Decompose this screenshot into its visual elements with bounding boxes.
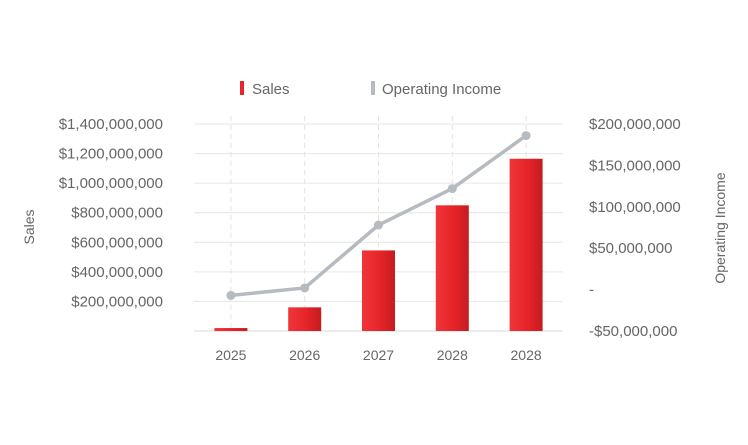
- left-tick-label: $600,000,000: [71, 234, 163, 251]
- right-tick-label: -: [589, 282, 594, 299]
- sales-bar: [214, 328, 248, 331]
- right-tick-label: $100,000,000: [589, 199, 681, 216]
- left-axis-label: Sales: [21, 209, 37, 244]
- right-tick-label: $150,000,000: [589, 157, 681, 174]
- operating-income-point: [447, 184, 457, 194]
- left-tick-label: $1,400,000,000: [59, 116, 163, 133]
- legend-swatch-sales: [240, 81, 244, 95]
- operating-income-point: [226, 290, 236, 300]
- left-tick-label: $800,000,000: [71, 205, 163, 222]
- right-axis-label: Operating Income: [712, 172, 728, 283]
- right-axis-ticks: -$50,000,000-$50,000,000$100,000,000$150…: [589, 116, 681, 340]
- left-tick-label: $400,000,000: [71, 264, 163, 281]
- legend-label-operating-income: Operating Income: [382, 81, 501, 98]
- x-tick-label: 2025: [215, 347, 246, 363]
- legend-swatch-operating-income: [371, 81, 375, 95]
- sales-bar: [509, 158, 543, 331]
- right-tick-label: -$50,000,000: [589, 323, 677, 340]
- operating-income-point: [521, 131, 531, 141]
- left-axis-ticks: $200,000,000 $400,000,000 $600,000,000 $800…: [59, 116, 163, 310]
- right-tick-label: $50,000,000: [589, 240, 672, 257]
- x-axis-ticks: 2025 2026 2027 2028 2028: [215, 347, 542, 363]
- legend-label-sales: Sales: [252, 81, 290, 98]
- legend: Sales Operating Income: [240, 81, 501, 98]
- x-tick-label: 2028: [511, 347, 542, 363]
- left-tick-label: $1,000,000,000: [59, 175, 163, 192]
- operating-income-point: [374, 220, 383, 230]
- grid: [194, 116, 563, 332]
- x-tick-label: 2026: [289, 347, 320, 363]
- right-tick-label: $200,000,000: [589, 116, 681, 133]
- sales-bar: [362, 250, 395, 331]
- left-tick-label: $200,000,000: [71, 293, 163, 310]
- sales-bars: [214, 158, 543, 331]
- x-tick-label: 2027: [363, 347, 394, 363]
- x-tick-label: 2028: [437, 347, 468, 363]
- sales-bar: [435, 205, 469, 331]
- left-tick-label: $1,200,000,000: [59, 146, 163, 163]
- operating-income-point: [300, 283, 310, 293]
- sales-bar: [288, 307, 322, 331]
- operating-income-points: [226, 131, 531, 300]
